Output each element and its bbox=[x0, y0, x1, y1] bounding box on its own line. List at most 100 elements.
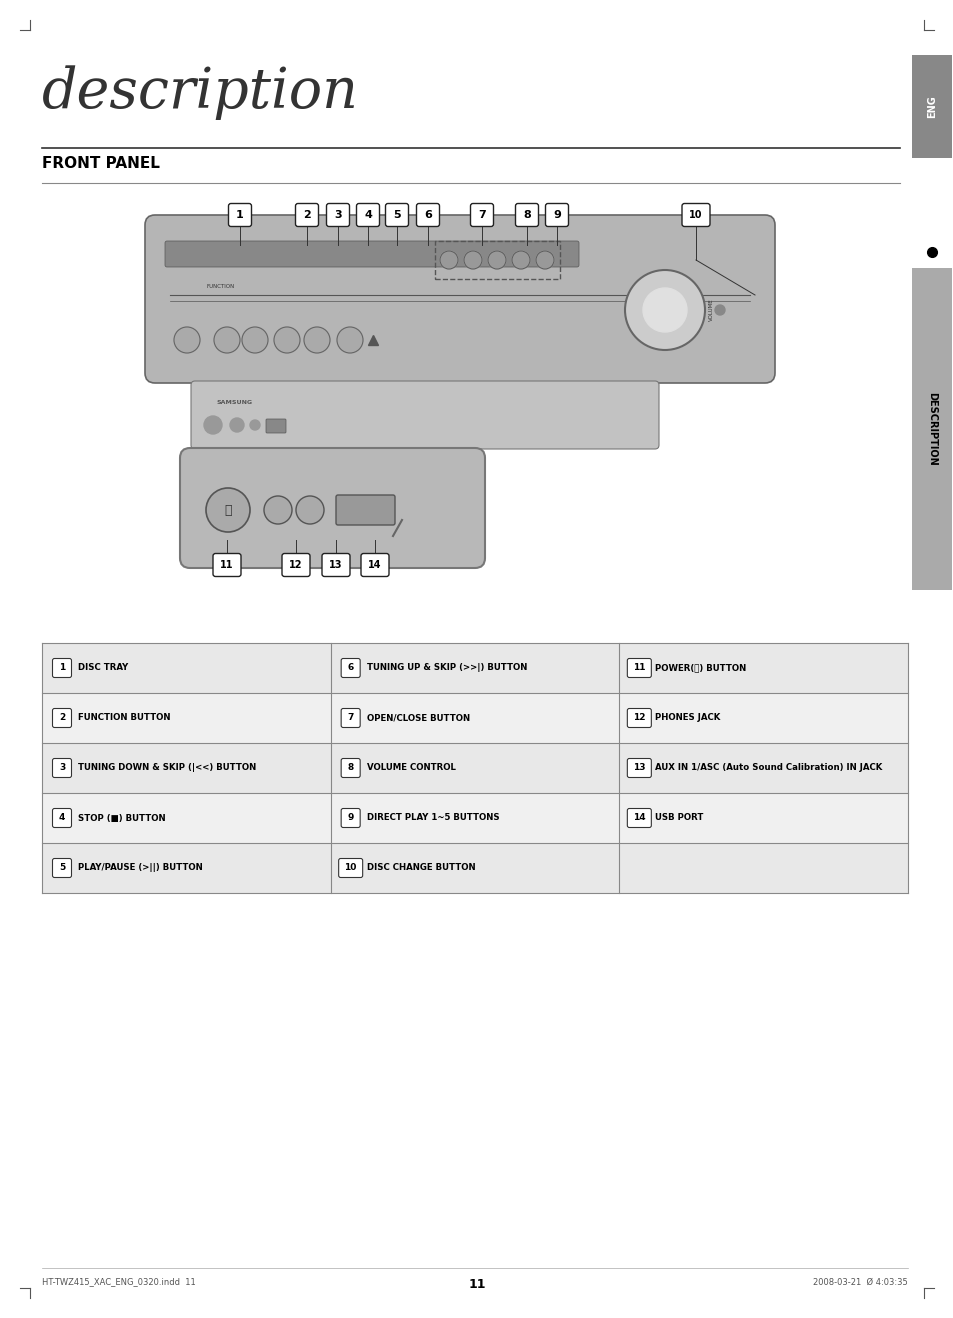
Circle shape bbox=[304, 327, 330, 353]
Text: 3: 3 bbox=[334, 210, 341, 220]
Text: 14: 14 bbox=[633, 813, 645, 822]
FancyBboxPatch shape bbox=[213, 554, 241, 576]
Circle shape bbox=[242, 327, 268, 353]
FancyBboxPatch shape bbox=[180, 448, 484, 568]
FancyBboxPatch shape bbox=[295, 203, 318, 227]
Text: 6: 6 bbox=[424, 210, 432, 220]
Text: DESCRIPTION: DESCRIPTION bbox=[926, 393, 936, 465]
FancyBboxPatch shape bbox=[52, 808, 71, 828]
Text: FUNCTION BUTTON: FUNCTION BUTTON bbox=[78, 713, 171, 722]
Text: 12: 12 bbox=[633, 713, 645, 722]
Text: HT-TWZ415_XAC_ENG_0320.indd  11: HT-TWZ415_XAC_ENG_0320.indd 11 bbox=[42, 1277, 195, 1286]
FancyBboxPatch shape bbox=[545, 203, 568, 227]
FancyBboxPatch shape bbox=[338, 858, 362, 878]
FancyBboxPatch shape bbox=[335, 496, 395, 525]
FancyBboxPatch shape bbox=[360, 554, 389, 576]
Text: 8: 8 bbox=[522, 210, 530, 220]
FancyBboxPatch shape bbox=[52, 709, 71, 728]
FancyBboxPatch shape bbox=[341, 808, 360, 828]
Circle shape bbox=[173, 327, 200, 353]
Text: 11: 11 bbox=[220, 560, 233, 569]
Text: ENG: ENG bbox=[926, 95, 936, 117]
Text: 2: 2 bbox=[59, 713, 65, 722]
Text: VOLUME CONTROL: VOLUME CONTROL bbox=[366, 763, 456, 772]
Text: 1: 1 bbox=[59, 663, 65, 672]
Text: 10: 10 bbox=[344, 863, 356, 873]
Circle shape bbox=[213, 327, 240, 353]
Text: 14: 14 bbox=[368, 560, 381, 569]
FancyBboxPatch shape bbox=[229, 203, 252, 227]
Text: AUX IN 1/ASC (Auto Sound Calibration) IN JACK: AUX IN 1/ASC (Auto Sound Calibration) IN… bbox=[655, 763, 882, 772]
Bar bbox=[42, 743, 907, 793]
Circle shape bbox=[488, 250, 505, 269]
Text: 11: 11 bbox=[468, 1278, 485, 1292]
Circle shape bbox=[714, 304, 724, 315]
Circle shape bbox=[624, 270, 704, 351]
Circle shape bbox=[295, 496, 324, 525]
FancyBboxPatch shape bbox=[627, 808, 651, 828]
Circle shape bbox=[204, 416, 222, 434]
Text: 2008-03-21  Ø 4:03:35: 2008-03-21 Ø 4:03:35 bbox=[812, 1277, 907, 1286]
Circle shape bbox=[463, 250, 481, 269]
Circle shape bbox=[536, 250, 554, 269]
Text: VOLUME: VOLUME bbox=[708, 299, 713, 322]
Text: USB PORT: USB PORT bbox=[655, 813, 703, 822]
Text: 11: 11 bbox=[633, 663, 645, 672]
FancyBboxPatch shape bbox=[341, 709, 360, 728]
Text: TUNING DOWN & SKIP (|<<) BUTTON: TUNING DOWN & SKIP (|<<) BUTTON bbox=[78, 763, 256, 772]
Circle shape bbox=[439, 250, 457, 269]
FancyBboxPatch shape bbox=[266, 419, 286, 434]
Text: 9: 9 bbox=[347, 813, 354, 822]
FancyBboxPatch shape bbox=[341, 758, 360, 778]
Text: ⏻: ⏻ bbox=[224, 503, 232, 517]
Circle shape bbox=[230, 418, 244, 432]
FancyBboxPatch shape bbox=[191, 381, 659, 449]
FancyBboxPatch shape bbox=[470, 203, 493, 227]
Text: 12: 12 bbox=[289, 560, 302, 569]
Circle shape bbox=[206, 488, 250, 532]
FancyBboxPatch shape bbox=[356, 203, 379, 227]
FancyBboxPatch shape bbox=[322, 554, 350, 576]
FancyBboxPatch shape bbox=[341, 659, 360, 677]
Text: 4: 4 bbox=[59, 813, 65, 822]
FancyBboxPatch shape bbox=[282, 554, 310, 576]
Text: POWER(⏻) BUTTON: POWER(⏻) BUTTON bbox=[655, 663, 746, 672]
FancyBboxPatch shape bbox=[52, 758, 71, 778]
FancyBboxPatch shape bbox=[385, 203, 408, 227]
Text: FUNCTION: FUNCTION bbox=[207, 285, 235, 290]
Text: 8: 8 bbox=[347, 763, 354, 772]
FancyBboxPatch shape bbox=[627, 709, 651, 728]
Text: FRONT PANEL: FRONT PANEL bbox=[42, 156, 160, 171]
Bar bbox=[911, 268, 951, 590]
Text: 3: 3 bbox=[59, 763, 65, 772]
Bar bbox=[42, 643, 907, 693]
FancyBboxPatch shape bbox=[52, 659, 71, 677]
Text: 2: 2 bbox=[303, 210, 311, 220]
Text: TUNING UP & SKIP (>>|) BUTTON: TUNING UP & SKIP (>>|) BUTTON bbox=[366, 663, 526, 672]
Bar bbox=[911, 55, 951, 158]
FancyBboxPatch shape bbox=[515, 203, 537, 227]
Circle shape bbox=[250, 420, 260, 430]
Text: description: description bbox=[42, 66, 358, 120]
Bar bbox=[42, 793, 907, 844]
Text: DISC TRAY: DISC TRAY bbox=[78, 663, 128, 672]
Bar bbox=[42, 693, 907, 743]
Circle shape bbox=[274, 327, 299, 353]
FancyBboxPatch shape bbox=[165, 241, 578, 268]
Circle shape bbox=[512, 250, 530, 269]
FancyBboxPatch shape bbox=[326, 203, 349, 227]
Text: PHONES JACK: PHONES JACK bbox=[655, 713, 720, 722]
FancyBboxPatch shape bbox=[145, 215, 774, 384]
Circle shape bbox=[642, 289, 686, 332]
FancyBboxPatch shape bbox=[627, 659, 651, 677]
Text: 13: 13 bbox=[633, 763, 645, 772]
Bar bbox=[42, 844, 907, 894]
Text: 9: 9 bbox=[553, 210, 560, 220]
Text: 7: 7 bbox=[347, 713, 354, 722]
Text: SAMSUNG: SAMSUNG bbox=[216, 401, 253, 406]
Text: 10: 10 bbox=[688, 210, 702, 220]
FancyBboxPatch shape bbox=[681, 203, 709, 227]
Circle shape bbox=[264, 496, 292, 525]
Text: 1: 1 bbox=[236, 210, 244, 220]
Text: 5: 5 bbox=[59, 863, 65, 873]
